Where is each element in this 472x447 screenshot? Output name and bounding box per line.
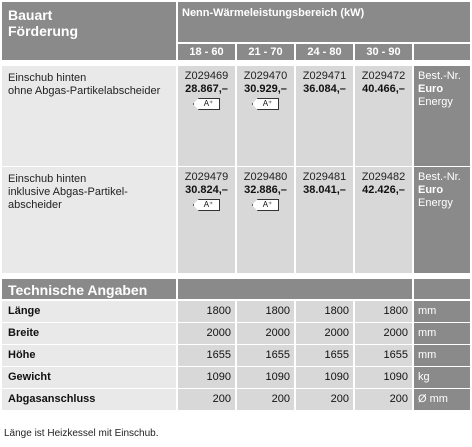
- price: 38.041,–: [303, 184, 346, 196]
- kw-range-header: Nenn-Wärmeleistungsbereich (kW): [178, 2, 470, 42]
- article-code: Z029479: [184, 171, 229, 183]
- tech-header-spacer: [178, 279, 412, 299]
- energy-label-badge: A⁺: [251, 98, 280, 110]
- tech-unit-cell: mm: [414, 345, 470, 366]
- article-code: Z029470: [243, 70, 288, 82]
- price: 36.084,–: [303, 83, 346, 95]
- article-code: Z029471: [302, 70, 347, 82]
- row2-cell-3: Z029481 38.041,–: [296, 167, 353, 273]
- tech-value-cell: 1655: [237, 345, 294, 366]
- row1-cell-1: Z029469 28.867,– A⁺: [178, 66, 235, 166]
- legend-energy: Energy: [418, 96, 453, 108]
- tech-unit-cell: Ø mm: [414, 389, 470, 410]
- tech-unit-cell: mm: [414, 301, 470, 322]
- price: 30.824,–: [185, 184, 228, 196]
- row2-description: Einschub hinten inklusive Abgas-Partikel…: [2, 167, 176, 273]
- article-code: Z029472: [361, 70, 406, 82]
- tech-row-label: Abgasanschluss: [2, 389, 176, 410]
- footnote: Länge ist Heizkessel mit Einschub.: [4, 428, 159, 439]
- range-header-2: 21 - 70: [237, 44, 294, 60]
- tech-row-label: Gewicht: [2, 367, 176, 388]
- energy-label-badge: A⁺: [192, 98, 221, 110]
- price: 40.466,–: [362, 83, 405, 95]
- tech-value-cell: 200: [237, 389, 294, 410]
- tech-unit-cell: mm: [414, 323, 470, 344]
- row2-cell-1: Z029479 30.824,– A⁺: [178, 167, 235, 273]
- legend-euro: Euro: [418, 83, 444, 95]
- article-code: Z029469: [184, 70, 229, 82]
- article-code: Z029480: [243, 171, 288, 183]
- price: 42.426,–: [362, 184, 405, 196]
- foerderung-label: Förderung: [8, 23, 78, 39]
- legend-bestnr: Best.-Nr.: [418, 171, 461, 183]
- row2-legend: Best.-Nr. Euro Energy: [414, 167, 470, 273]
- tech-value-cell: 1655: [178, 345, 235, 366]
- range-header-1: 18 - 60: [178, 44, 235, 60]
- legend-euro: Euro: [418, 184, 444, 196]
- legend-energy: Energy: [418, 197, 453, 209]
- tech-value-cell: 1800: [355, 301, 412, 322]
- legend-bestnr: Best.-Nr.: [418, 70, 461, 82]
- row1-cell-3: Z029471 36.084,–: [296, 66, 353, 166]
- tech-value-cell: 1090: [237, 367, 294, 388]
- tech-unit-cell: kg: [414, 367, 470, 388]
- tech-value-cell: 1090: [355, 367, 412, 388]
- article-code: Z029482: [361, 171, 406, 183]
- tech-row-label: Höhe: [2, 345, 176, 366]
- tech-value-cell: 200: [296, 389, 353, 410]
- energy-label-badge: A⁺: [251, 199, 280, 211]
- row2-cell-4: Z029482 42.426,–: [355, 167, 412, 273]
- row1-desc-line2: ohne Abgas-Partikelabscheider: [8, 85, 161, 97]
- energy-label-badge: A⁺: [192, 199, 221, 211]
- bauart-header: Bauart Förderung: [2, 2, 176, 60]
- tech-value-cell: 1655: [296, 345, 353, 366]
- tech-value-cell: 1800: [178, 301, 235, 322]
- price: 32.886,–: [244, 184, 287, 196]
- price: 28.867,–: [185, 83, 228, 95]
- row2-desc-line3: abscheider: [8, 199, 62, 211]
- tech-value-cell: 1800: [296, 301, 353, 322]
- tech-value-cell: 2000: [237, 323, 294, 344]
- tech-row-label: Breite: [2, 323, 176, 344]
- tech-section-title: Technische Angaben: [2, 279, 176, 299]
- row1-legend: Best.-Nr. Euro Energy: [414, 66, 470, 166]
- tech-value-cell: 1800: [237, 301, 294, 322]
- tech-value-cell: 1090: [178, 367, 235, 388]
- row2-desc-line1: Einschub hinten: [8, 173, 87, 185]
- range-header-spacer: [414, 44, 470, 60]
- article-code: Z029481: [302, 171, 347, 183]
- tech-value-cell: 2000: [355, 323, 412, 344]
- tech-value-cell: 200: [178, 389, 235, 410]
- price: 30.929,–: [244, 83, 287, 95]
- row2-cell-2: Z029480 32.886,– A⁺: [237, 167, 294, 273]
- range-header-4: 30 - 90: [355, 44, 412, 60]
- tech-value-cell: 1655: [355, 345, 412, 366]
- row2-desc-line2: inklusive Abgas-Partikel-: [8, 186, 128, 198]
- tech-value-cell: 2000: [178, 323, 235, 344]
- bauart-label: Bauart: [8, 7, 53, 23]
- tech-value-cell: 1090: [296, 367, 353, 388]
- tech-value-cell: 200: [355, 389, 412, 410]
- row1-desc-line1: Einschub hinten: [8, 72, 87, 84]
- tech-header-unit-spacer: [414, 279, 470, 299]
- tech-value-cell: 2000: [296, 323, 353, 344]
- row1-description: Einschub hinten ohne Abgas-Partikelabsch…: [2, 66, 176, 166]
- row1-cell-4: Z029472 40.466,–: [355, 66, 412, 166]
- tech-row-label: Länge: [2, 301, 176, 322]
- row1-cell-2: Z029470 30.929,– A⁺: [237, 66, 294, 166]
- range-header-3: 24 - 80: [296, 44, 353, 60]
